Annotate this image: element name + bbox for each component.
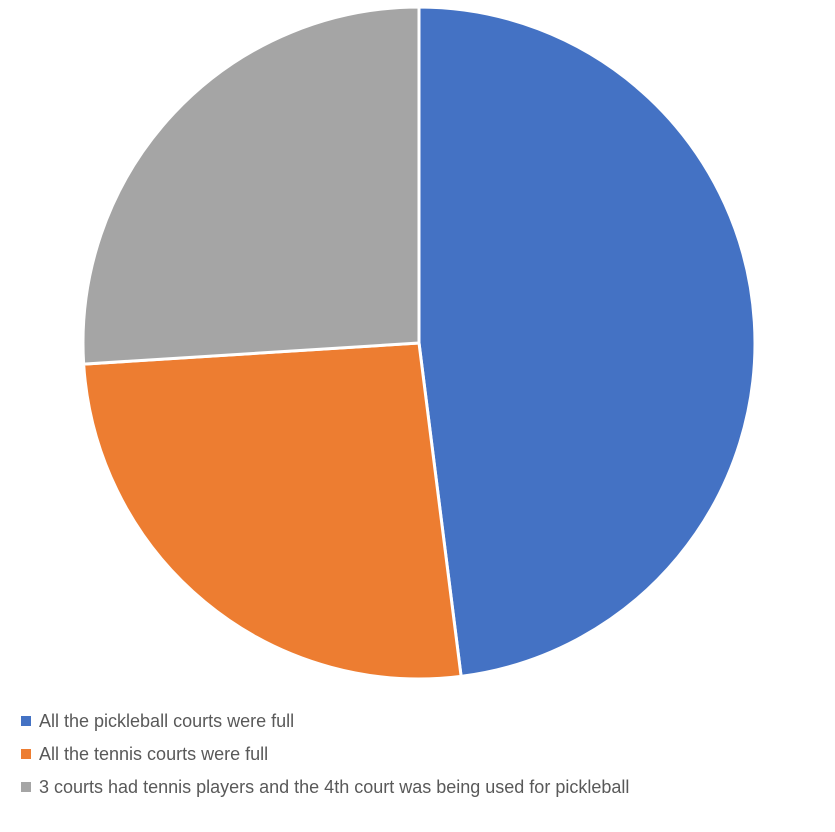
legend-label: 3 courts had tennis players and the 4th … — [39, 777, 630, 797]
pie-slice-3 — [81, 5, 421, 366]
pie-slice-2 — [82, 341, 463, 681]
legend-swatch — [21, 716, 31, 726]
legend-label: All the pickleball courts were full — [39, 711, 295, 731]
legend-swatch — [21, 782, 31, 792]
pie-slice-1 — [417, 5, 757, 678]
legend-item-3: 3 courts had tennis players and the 4th … — [21, 777, 629, 797]
legend-label: All the tennis courts were full — [39, 744, 269, 764]
legend-swatch — [21, 749, 31, 759]
pie-plot-area — [81, 5, 757, 681]
chart-legend: All the pickleball courts were full All t… — [21, 711, 629, 810]
legend-item-2: All the tennis courts were full — [21, 744, 629, 764]
legend-item-1: All the pickleball courts were full — [21, 711, 629, 731]
